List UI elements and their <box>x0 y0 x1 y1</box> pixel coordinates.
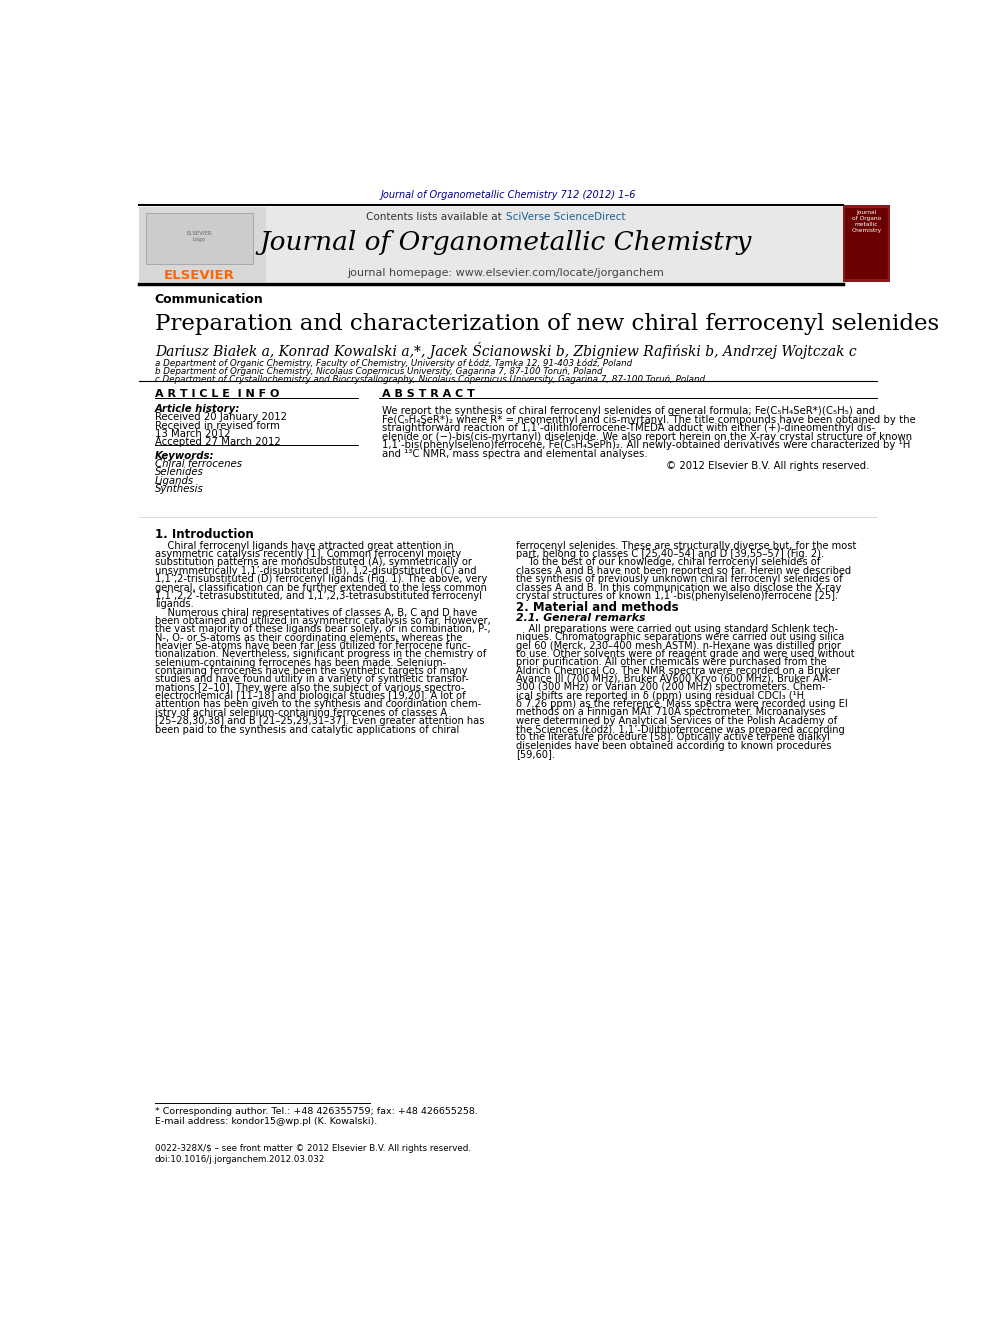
Text: © 2012 Elsevier B.V. All rights reserved.: © 2012 Elsevier B.V. All rights reserved… <box>667 462 870 471</box>
Text: 300 (300 MHz) or Varian 200 (200 MHz) spectrometers. Chem-: 300 (300 MHz) or Varian 200 (200 MHz) sp… <box>516 683 825 692</box>
Text: unsymmetrically 1,1’-disubstituted (B), 1,2-disubstituted (C) and: unsymmetrically 1,1’-disubstituted (B), … <box>155 566 476 576</box>
Text: been paid to the synthesis and catalytic applications of chiral: been paid to the synthesis and catalytic… <box>155 725 459 734</box>
Text: the Sciences (Łódź). 1,1’-Dilithioferrocene was prepared according: the Sciences (Łódź). 1,1’-Dilithioferroc… <box>516 724 845 734</box>
Text: N-, O- or S-atoms as their coordinating elements, whereas the: N-, O- or S-atoms as their coordinating … <box>155 632 462 643</box>
Text: tionalization. Nevertheless, significant progress in the chemistry of: tionalization. Nevertheless, significant… <box>155 650 486 659</box>
Text: niques. Chromatographic separations were carried out using silica: niques. Chromatographic separations were… <box>516 632 844 642</box>
Text: journal homepage: www.elsevier.com/locate/jorganchem: journal homepage: www.elsevier.com/locat… <box>347 267 665 278</box>
Text: Dariusz Białek a, Konrad Kowalski a,*, Jacek Ścianowski b, Zbigniew Rafiński b, : Dariusz Białek a, Konrad Kowalski a,*, J… <box>155 343 856 359</box>
Text: Communication: Communication <box>155 294 264 306</box>
Text: SciVerse ScienceDirect: SciVerse ScienceDirect <box>506 212 626 222</box>
Text: classes A and B have not been reported so far. Herein we described: classes A and B have not been reported s… <box>516 566 851 576</box>
Text: straightforward reaction of 1,1’-dilithioferrocene-TMEDA adduct with either (+)-: straightforward reaction of 1,1’-dilithi… <box>382 423 875 433</box>
Text: Article history:: Article history: <box>155 405 240 414</box>
Text: ical shifts are reported in δ (ppm) using residual CDCl₃ (¹H: ical shifts are reported in δ (ppm) usin… <box>516 691 805 701</box>
Text: Aldrich Chemical Co. The NMR spectra were recorded on a Bruker: Aldrich Chemical Co. The NMR spectra wer… <box>516 665 840 676</box>
Text: substitution patterns are monosubstituted (A), symmetrically or: substitution patterns are monosubstitute… <box>155 557 472 568</box>
Bar <box>146 213 253 263</box>
Text: Numerous chiral representatives of classes A, B, C and D have: Numerous chiral representatives of class… <box>155 607 477 618</box>
Text: ferrocenyl selenides. These are structurally diverse but, for the most: ferrocenyl selenides. These are structur… <box>516 541 856 550</box>
Text: heavier Se-atoms have been far less utilized for ferrocene func-: heavier Se-atoms have been far less util… <box>155 642 470 651</box>
Text: 1,1’-bis(phenylseleno)ferrocene, Fe(C₅H₄SePh)₂. All newly-obtained derivatives w: 1,1’-bis(phenylseleno)ferrocene, Fe(C₅H₄… <box>382 441 910 450</box>
Bar <box>843 205 891 282</box>
Text: A B S T R A C T: A B S T R A C T <box>382 389 474 400</box>
Text: general, classification can be further extended to the less common: general, classification can be further e… <box>155 582 487 593</box>
Text: were determined by Analytical Services of the Polish Academy of: were determined by Analytical Services o… <box>516 716 837 726</box>
Text: the synthesis of previously unknown chiral ferrocenyl selenides of: the synthesis of previously unknown chir… <box>516 574 843 585</box>
Bar <box>845 208 888 279</box>
Text: Accepted 27 March 2012: Accepted 27 March 2012 <box>155 437 281 447</box>
Text: classes A and B. In this communication we also disclose the X-ray: classes A and B. In this communication w… <box>516 582 841 593</box>
Text: to use. Other solvents were of reagent grade and were used without: to use. Other solvents were of reagent g… <box>516 648 855 659</box>
Text: Ligands: Ligands <box>155 475 193 486</box>
Text: Received 20 January 2012: Received 20 January 2012 <box>155 413 287 422</box>
Text: δ 7.26 ppm) as the reference. Mass spectra were recorded using EI: δ 7.26 ppm) as the reference. Mass spect… <box>516 699 848 709</box>
Text: to the literature procedure [58]. Optically active terpene dialkyl: to the literature procedure [58]. Optica… <box>516 733 830 742</box>
Text: Received in revised form: Received in revised form <box>155 421 280 430</box>
Text: been obtained and utilized in asymmetric catalysis so far. However,: been obtained and utilized in asymmetric… <box>155 617 490 626</box>
Text: Keywords:: Keywords: <box>155 451 214 462</box>
Text: ELSEVIER
Logo: ELSEVIER Logo <box>186 230 212 242</box>
Text: gel 60 (Merck, 230–400 mesh ASTM). n-Hexane was distilled prior: gel 60 (Merck, 230–400 mesh ASTM). n-Hex… <box>516 640 841 651</box>
Text: elenide or (−)-bis(cis-myrtanyl) diselenide. We also report herein on the X-ray : elenide or (−)-bis(cis-myrtanyl) diselen… <box>382 431 912 442</box>
Text: doi:10.1016/j.jorganchem.2012.03.032: doi:10.1016/j.jorganchem.2012.03.032 <box>155 1155 325 1164</box>
Bar <box>139 206 266 282</box>
Text: 1. Introduction: 1. Introduction <box>155 528 254 541</box>
Text: 1,1’,2-trisubstituted (D) ferrocenyl ligands (Fig. 1). The above, very: 1,1’,2-trisubstituted (D) ferrocenyl lig… <box>155 574 487 585</box>
Text: E-mail address: kondor15@wp.pl (K. Kowalski).: E-mail address: kondor15@wp.pl (K. Kowal… <box>155 1118 377 1126</box>
Text: prior purification. All other chemicals were purchased from the: prior purification. All other chemicals … <box>516 658 826 667</box>
Text: Fe(C₅H₄SeR*)₂ where R* = neomenthyl and cis-myrtanyl. The title compounds have b: Fe(C₅H₄SeR*)₂ where R* = neomenthyl and … <box>382 415 916 425</box>
Text: Journal of Organometallic Chemistry 712 (2012) 1–6: Journal of Organometallic Chemistry 712 … <box>381 191 636 200</box>
Text: 2. Material and methods: 2. Material and methods <box>516 601 679 614</box>
Text: All preparations were carried out using standard Schlenk tech-: All preparations were carried out using … <box>516 624 838 634</box>
Text: Chiral ferrocenyl ligands have attracted great attention in: Chiral ferrocenyl ligands have attracted… <box>155 541 453 550</box>
Text: 1,1’,2,2’-tetrasubstituted, and 1,1’,2,3-tetrasubstituted ferrocenyl: 1,1’,2,2’-tetrasubstituted, and 1,1’,2,3… <box>155 591 482 601</box>
Text: c Department of Crystallochemistry and Biocrystallography, Nicolaus Copernicus U: c Department of Crystallochemistry and B… <box>155 374 704 384</box>
Text: 0022-328X/$ – see front matter © 2012 Elsevier B.V. All rights reserved.: 0022-328X/$ – see front matter © 2012 El… <box>155 1144 471 1152</box>
Text: [59,60].: [59,60]. <box>516 749 556 759</box>
Text: containing ferrocenes have been the synthetic targets of many: containing ferrocenes have been the synt… <box>155 665 467 676</box>
Text: part, belong to classes C [25,40–54] and D [39,55–57] (Fig. 2).: part, belong to classes C [25,40–54] and… <box>516 549 824 560</box>
Text: A R T I C L E  I N F O: A R T I C L E I N F O <box>155 389 279 400</box>
Bar <box>139 206 843 282</box>
Text: Preparation and characterization of new chiral ferrocenyl selenides: Preparation and characterization of new … <box>155 312 938 335</box>
Text: istry of achiral selenium-containing ferrocenes of classes A: istry of achiral selenium-containing fer… <box>155 708 446 718</box>
Text: ligands.: ligands. <box>155 599 193 610</box>
Text: crystal structures of known 1,1’-bis(phenylseleno)ferrocene [25].: crystal structures of known 1,1’-bis(phe… <box>516 591 838 601</box>
Text: Contents lists available at: Contents lists available at <box>366 212 505 222</box>
Text: Avance III (700 MHz), Bruker AV600 Kryo (600 MHz), Bruker AM-: Avance III (700 MHz), Bruker AV600 Kryo … <box>516 673 832 684</box>
Text: diselenides have been obtained according to known procedures: diselenides have been obtained according… <box>516 741 831 750</box>
Text: selenium-containing ferrocenes has been made. Selenium-: selenium-containing ferrocenes has been … <box>155 658 446 668</box>
Text: Synthesis: Synthesis <box>155 484 203 493</box>
Text: a Department of Organic Chemistry, Faculty of Chemistry, University of Łódź, Tam: a Department of Organic Chemistry, Facul… <box>155 359 632 368</box>
Text: 13 March 2012: 13 March 2012 <box>155 429 230 439</box>
Text: Journal
of Organo
metallic
Chemistry: Journal of Organo metallic Chemistry <box>851 209 882 233</box>
Text: electrochemical [11–18] and biological studies [19,20]. A lot of: electrochemical [11–18] and biological s… <box>155 691 465 701</box>
Text: To the best of our knowledge, chiral ferrocenyl selenides of: To the best of our knowledge, chiral fer… <box>516 557 820 568</box>
Text: asymmetric catalysis recently [1]. Common ferrocenyl moiety: asymmetric catalysis recently [1]. Commo… <box>155 549 461 560</box>
Text: attention has been given to the synthesis and coordination chem-: attention has been given to the synthesi… <box>155 700 481 709</box>
Text: methods on a Finnigan MAT 710A spectrometer. Microanalyses: methods on a Finnigan MAT 710A spectrome… <box>516 708 825 717</box>
Text: and ¹³C NMR, mass spectra and elemental analyses.: and ¹³C NMR, mass spectra and elemental … <box>382 448 647 459</box>
Text: [25–28,30,38] and B [21–25,29,31–37]. Even greater attention has: [25–28,30,38] and B [21–25,29,31–37]. Ev… <box>155 716 484 726</box>
Text: the vast majority of these ligands bear solely, or in combination, P-,: the vast majority of these ligands bear … <box>155 624 490 634</box>
Text: Selenides: Selenides <box>155 467 203 478</box>
Text: Chiral ferrocenes: Chiral ferrocenes <box>155 459 242 470</box>
Text: 2.1. General remarks: 2.1. General remarks <box>516 613 646 623</box>
Text: * Corresponding author. Tel.: +48 426355759; fax: +48 426655258.: * Corresponding author. Tel.: +48 426355… <box>155 1107 477 1117</box>
Text: studies and have found utility in a variety of synthetic transfor-: studies and have found utility in a vari… <box>155 675 468 684</box>
Text: mations [2–10]. They were also the subject of various spectro-: mations [2–10]. They were also the subje… <box>155 683 464 693</box>
Text: We report the synthesis of chiral ferrocenyl selenides of general formula; Fe(C₅: We report the synthesis of chiral ferroc… <box>382 406 875 417</box>
Text: b Department of Organic Chemistry, Nicolaus Copernicus University, Gagarina 7, 8: b Department of Organic Chemistry, Nicol… <box>155 366 602 376</box>
Text: ELSEVIER: ELSEVIER <box>164 269 235 282</box>
Text: Journal of Organometallic Chemistry: Journal of Organometallic Chemistry <box>260 230 752 255</box>
